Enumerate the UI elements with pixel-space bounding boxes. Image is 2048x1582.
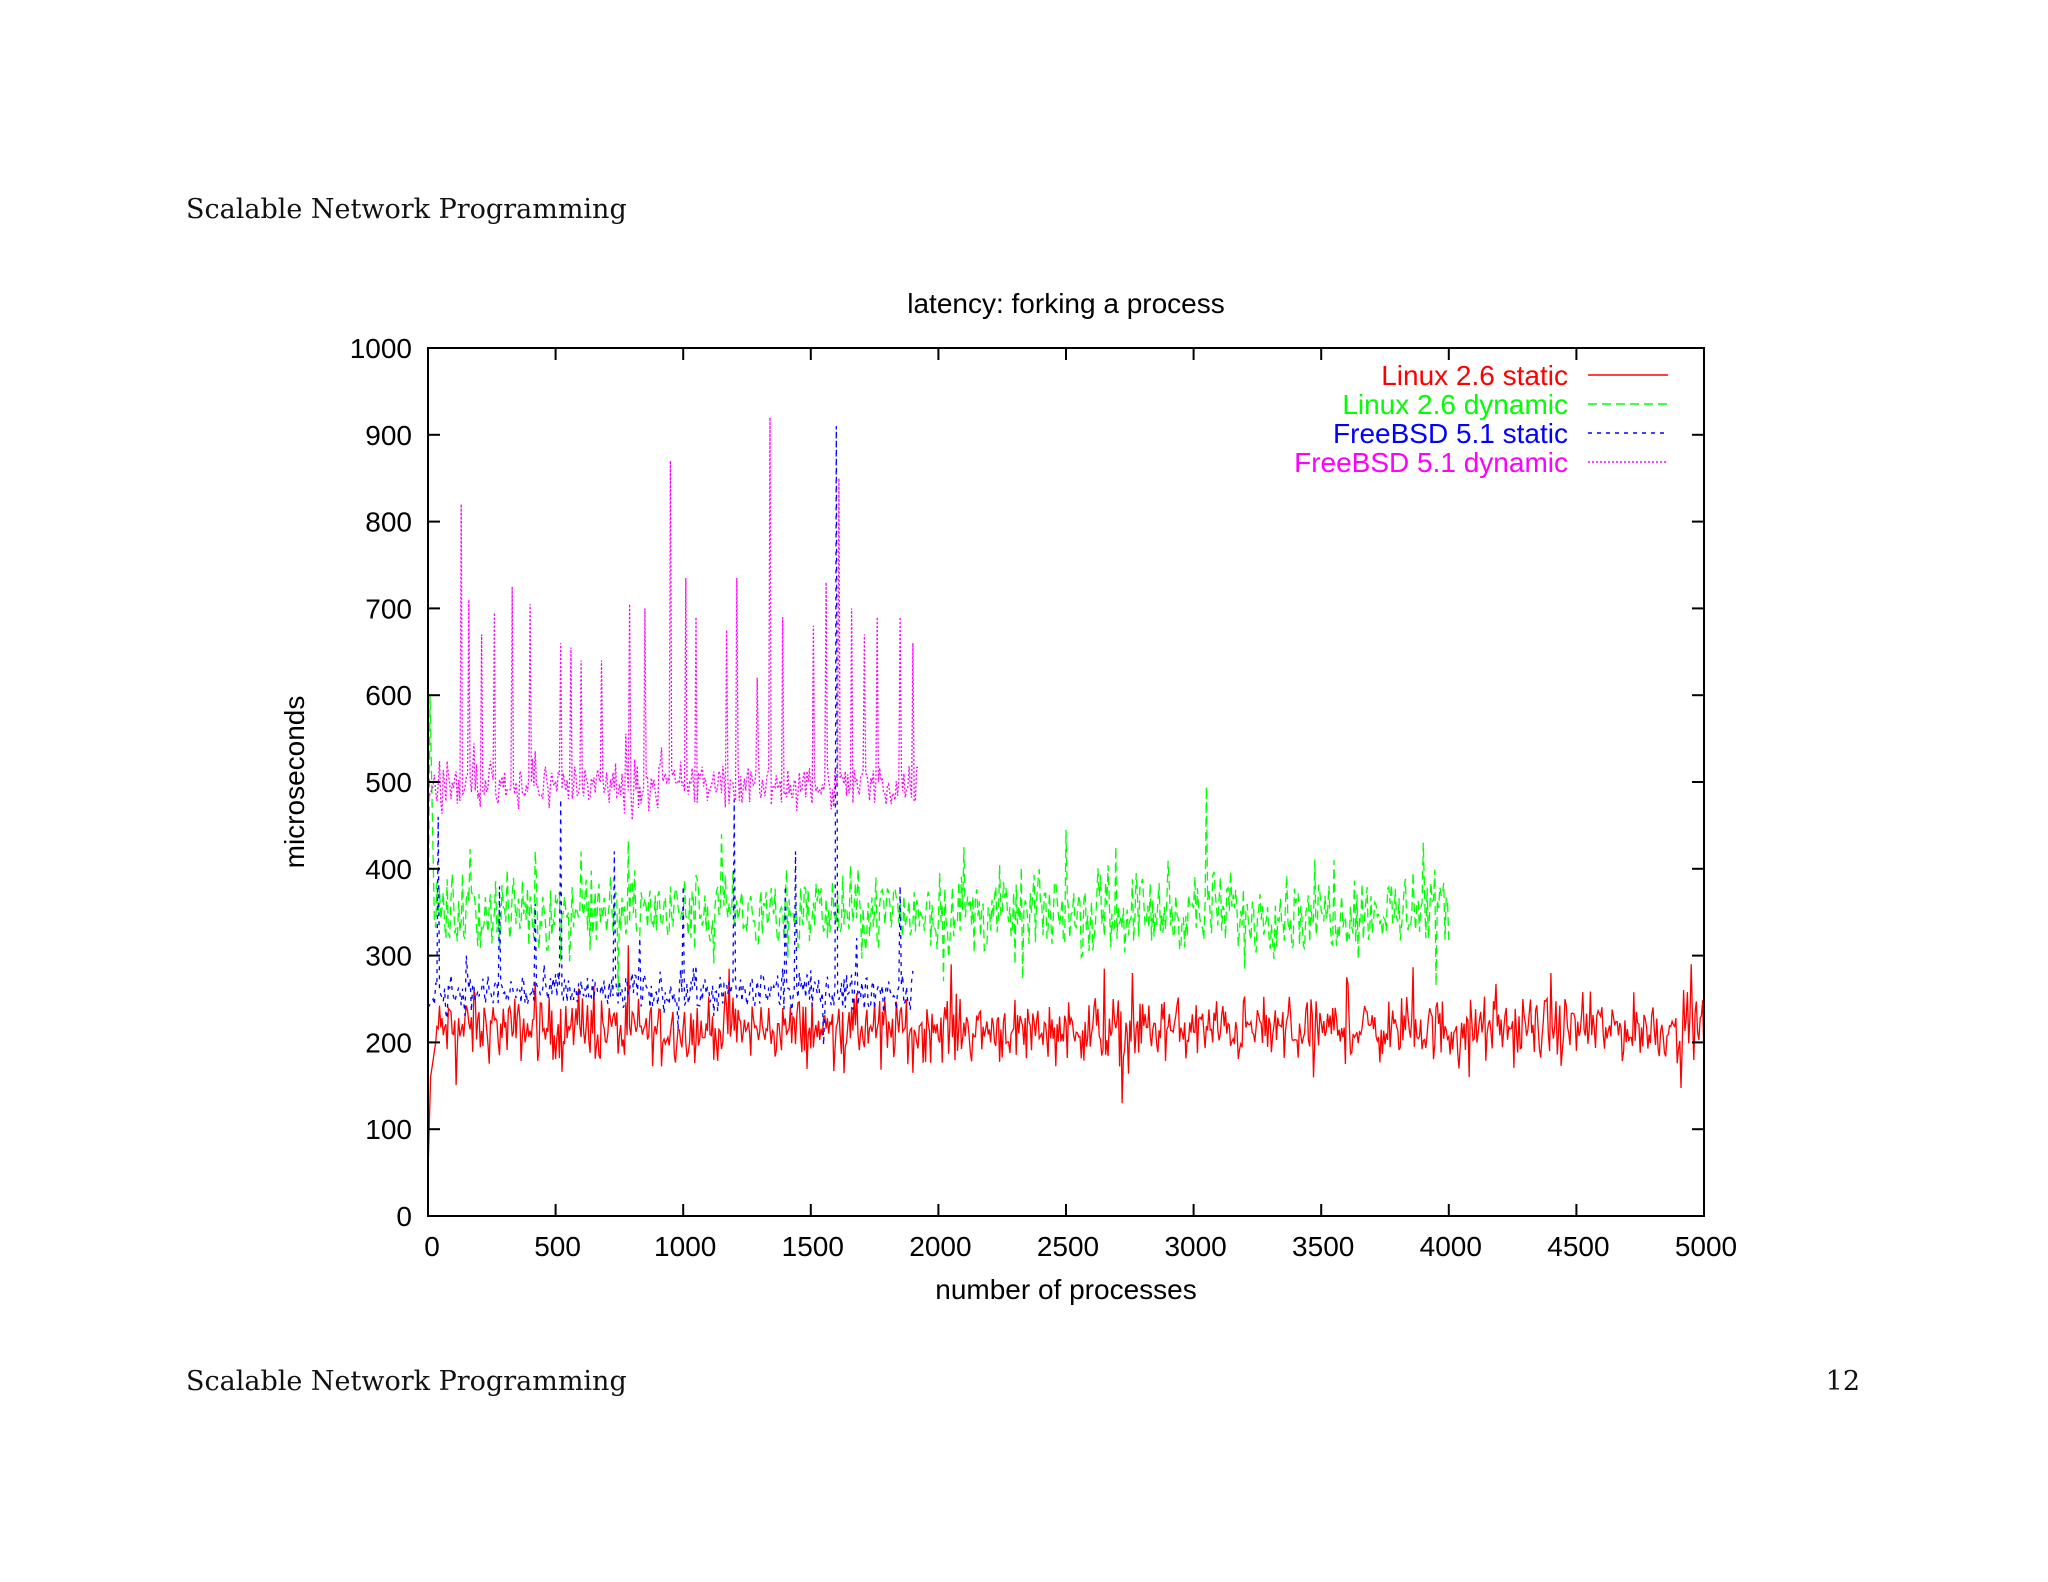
x-axis-label: number of processes	[935, 1274, 1196, 1305]
plot-area: 0 500 1000 1500 2000 2500 3000 3500 4000 4500 5000…	[350, 333, 1737, 1262]
chart-title: latency: forking a process	[907, 288, 1225, 319]
legend-label: Linux 2.6 dynamic	[1342, 389, 1568, 420]
series-line-2	[427, 695, 1450, 992]
x-tick-label: 3500	[1292, 1231, 1354, 1262]
x-tick-label: 5000	[1675, 1231, 1737, 1262]
x-tick-label: 0	[424, 1231, 440, 1262]
y-tick-label: 800	[365, 507, 412, 538]
legend-label: Linux 2.6 static	[1381, 360, 1568, 391]
series-line-3	[427, 426, 914, 1045]
series-line-1	[427, 945, 1705, 1173]
x-tick-label: 4000	[1420, 1231, 1482, 1262]
page-header: Scalable Network Programming	[186, 194, 627, 225]
x-tick-label: 3000	[1164, 1231, 1226, 1262]
y-tick-label: 600	[365, 680, 412, 711]
series-line-4	[427, 417, 919, 821]
ticks-layer: 0 500 1000 1500 2000 2500 3000 3500 4000 4500 5000…	[350, 333, 1737, 1262]
legend-label: FreeBSD 5.1 static	[1333, 418, 1568, 449]
plot-frame	[427, 347, 1705, 1217]
page-footer: Scalable Network Programming	[186, 1366, 627, 1397]
y-tick-label: 100	[365, 1114, 412, 1145]
y-tick-label: 900	[365, 420, 412, 451]
series-layer	[427, 417, 1705, 1173]
y-tick-label: 400	[365, 854, 412, 885]
x-tick-label: 500	[534, 1231, 581, 1262]
legend-label: FreeBSD 5.1 dynamic	[1294, 447, 1568, 478]
y-tick-label: 300	[365, 941, 412, 972]
page-number: 12	[1825, 1366, 1860, 1397]
y-axis-label: microseconds	[279, 696, 310, 869]
y-tick-label: 1000	[350, 333, 412, 364]
x-tick-label: 2000	[909, 1231, 971, 1262]
x-tick-label: 1000	[654, 1231, 716, 1262]
y-tick-label: 200	[365, 1027, 412, 1058]
x-tick-label: 4500	[1547, 1231, 1609, 1262]
y-tick-label: 500	[365, 767, 412, 798]
y-tick-label: 0	[396, 1201, 412, 1232]
y-tick-label: 700	[365, 593, 412, 624]
x-tick-label: 1500	[782, 1231, 844, 1262]
x-tick-label: 2500	[1037, 1231, 1099, 1262]
